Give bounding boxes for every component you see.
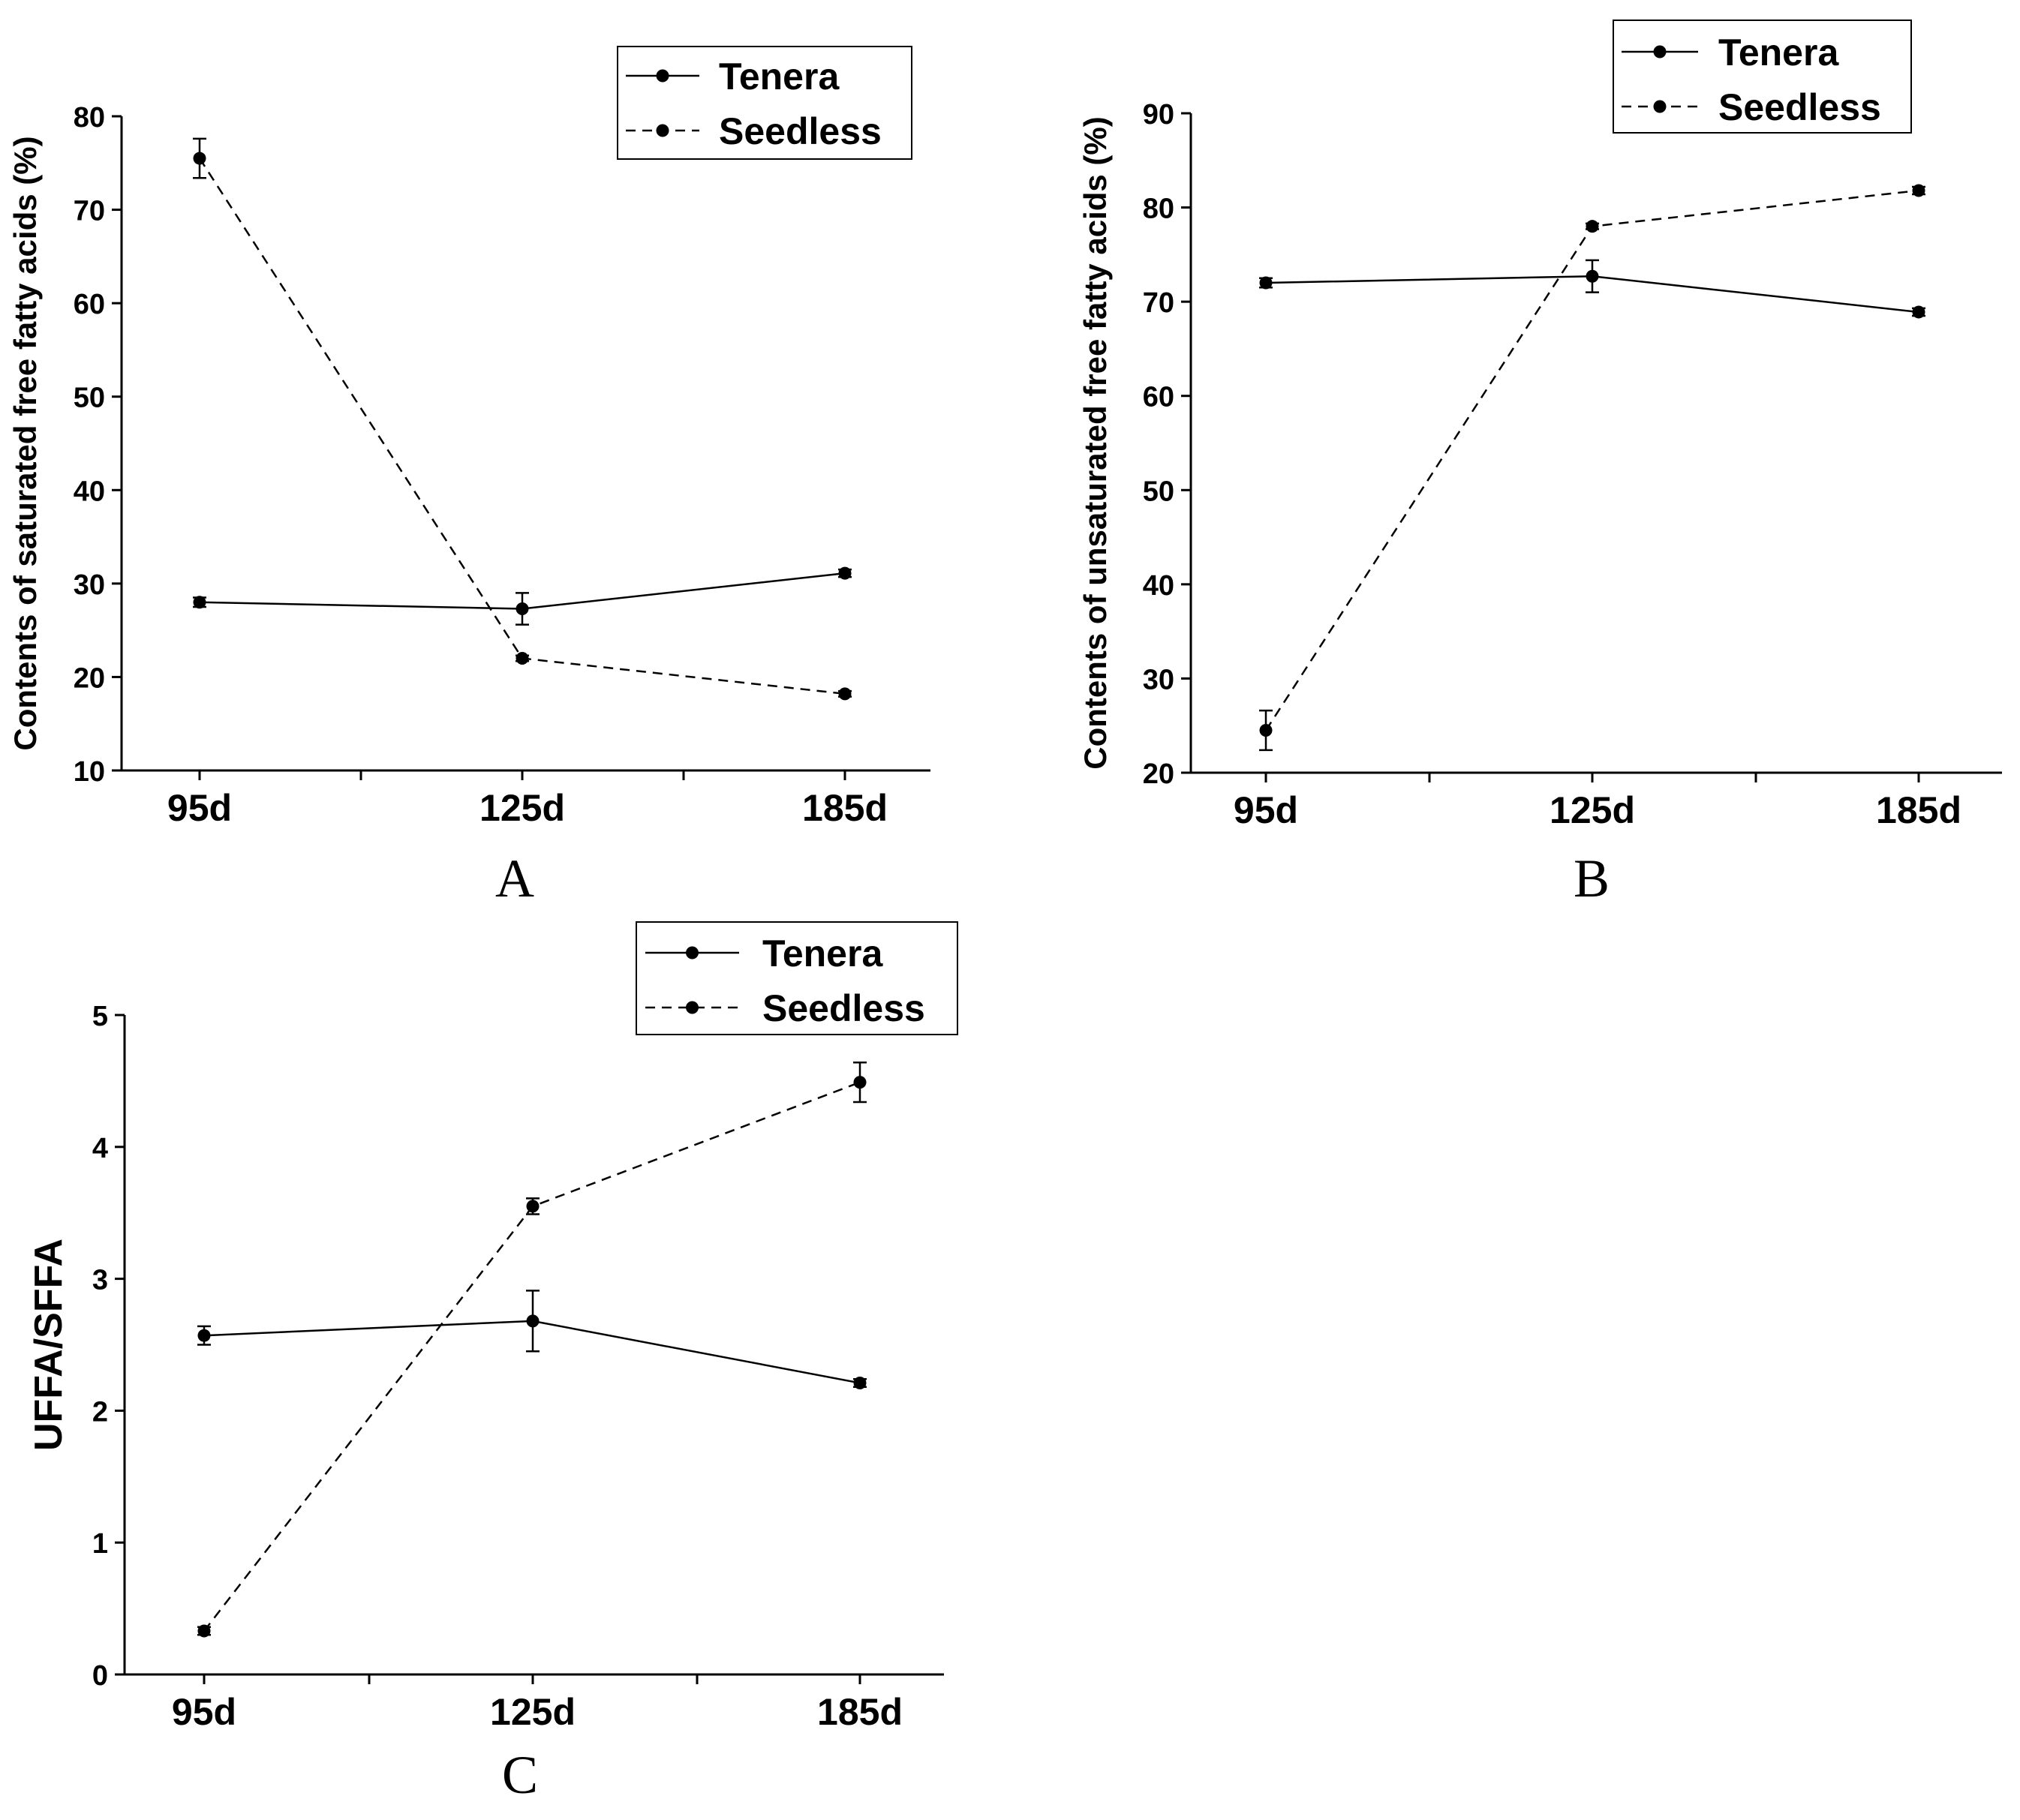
legend-label: Tenera — [1718, 32, 1839, 74]
y-tick-label: 1 — [92, 1528, 108, 1560]
data-point-seedless — [1912, 184, 1925, 197]
legend-marker — [656, 124, 669, 137]
y-tick-label: 3 — [92, 1265, 108, 1296]
y-tick-label: 2 — [92, 1396, 108, 1428]
y-tick-label: 40 — [74, 476, 105, 507]
y-axis-label: Contents of saturated free fatty acids (… — [8, 136, 43, 750]
y-tick-label: 10 — [74, 756, 105, 788]
data-point-tenera — [193, 596, 206, 609]
data-point-seedless — [526, 1200, 540, 1213]
x-tick-label: 185d — [1876, 789, 1961, 831]
chart-a: 10 20 30 40 50 60 70 80 95d 125d 185d Contents of s… — [8, 46, 930, 908]
legend-label: Seedless — [719, 110, 882, 152]
data-point-seedless — [853, 1076, 867, 1089]
y-axis-label: UFFA/SFFA — [27, 1239, 71, 1451]
legend-box — [617, 46, 912, 160]
y-axis-label: Contents of unsaturated free fatty acids… — [1078, 116, 1113, 769]
chart-b: 20 30 40 50 60 70 80 90 95d 125d 185d Contents of u… — [1078, 20, 2002, 908]
legend-box — [1613, 20, 1912, 134]
y-tick-label: 70 — [1143, 287, 1174, 319]
y-tick-label: 40 — [1143, 570, 1174, 602]
y-tick-label: 70 — [74, 196, 105, 227]
x-tick-label: 185d — [817, 1691, 903, 1733]
legend-label: Tenera — [719, 56, 840, 98]
y-tick-label: 0 — [92, 1660, 108, 1692]
x-tick-label: 125d — [479, 787, 565, 829]
data-point-tenera — [1586, 269, 1599, 283]
y-tick-label: 90 — [1143, 99, 1174, 131]
legend-marker — [1653, 45, 1667, 59]
legend-marker — [1653, 100, 1667, 113]
data-point-seedless — [1586, 220, 1599, 233]
data-point-tenera — [516, 602, 529, 615]
data-point-tenera — [1259, 276, 1273, 290]
x-tick-label: 95d — [167, 787, 232, 829]
panel-label: C — [502, 1745, 538, 1805]
x-tick-label: 95d — [172, 1691, 236, 1733]
panel-label: A — [495, 848, 534, 908]
legend-label: Seedless — [1718, 86, 1881, 128]
legend-marker — [656, 69, 669, 83]
panel-label: B — [1574, 848, 1610, 908]
y-tick-label: 50 — [1143, 476, 1174, 507]
data-point-tenera — [197, 1329, 211, 1342]
data-point-seedless — [193, 152, 206, 165]
y-tick-label: 20 — [74, 662, 105, 694]
data-point-seedless — [1259, 723, 1273, 737]
y-tick-label: 30 — [74, 569, 105, 601]
y-tick-label: 80 — [74, 102, 105, 134]
x-tick-label: 125d — [1550, 789, 1635, 831]
x-tick-label: 125d — [490, 1691, 576, 1733]
chart-c: 0 1 2 3 4 5 95d 125d 185d UFFA/SFFA Tenera Seedless… — [27, 921, 958, 1805]
y-tick-label: 4 — [92, 1133, 108, 1164]
data-point-tenera — [838, 566, 852, 580]
data-point-seedless — [197, 1624, 211, 1638]
y-tick-label: 60 — [74, 289, 105, 320]
x-tick-label: 185d — [802, 787, 888, 829]
data-point-seedless — [838, 687, 852, 701]
legend-marker — [686, 1001, 699, 1014]
y-tick-label: 80 — [1143, 194, 1174, 225]
data-point-tenera — [853, 1376, 867, 1389]
y-tick-label: 50 — [74, 383, 105, 414]
data-point-tenera — [1912, 305, 1925, 319]
y-tick-label: 30 — [1143, 664, 1174, 695]
y-tick-label: 20 — [1143, 758, 1174, 790]
legend-box — [636, 921, 958, 1035]
data-point-tenera — [526, 1314, 540, 1328]
y-tick-label: 5 — [92, 1001, 108, 1032]
legend-marker — [686, 946, 699, 960]
y-tick-label: 60 — [1143, 382, 1174, 413]
x-tick-label: 95d — [1234, 789, 1298, 831]
data-point-seedless — [516, 652, 529, 665]
legend-label: Tenera — [762, 933, 883, 975]
legend-label: Seedless — [762, 987, 925, 1029]
